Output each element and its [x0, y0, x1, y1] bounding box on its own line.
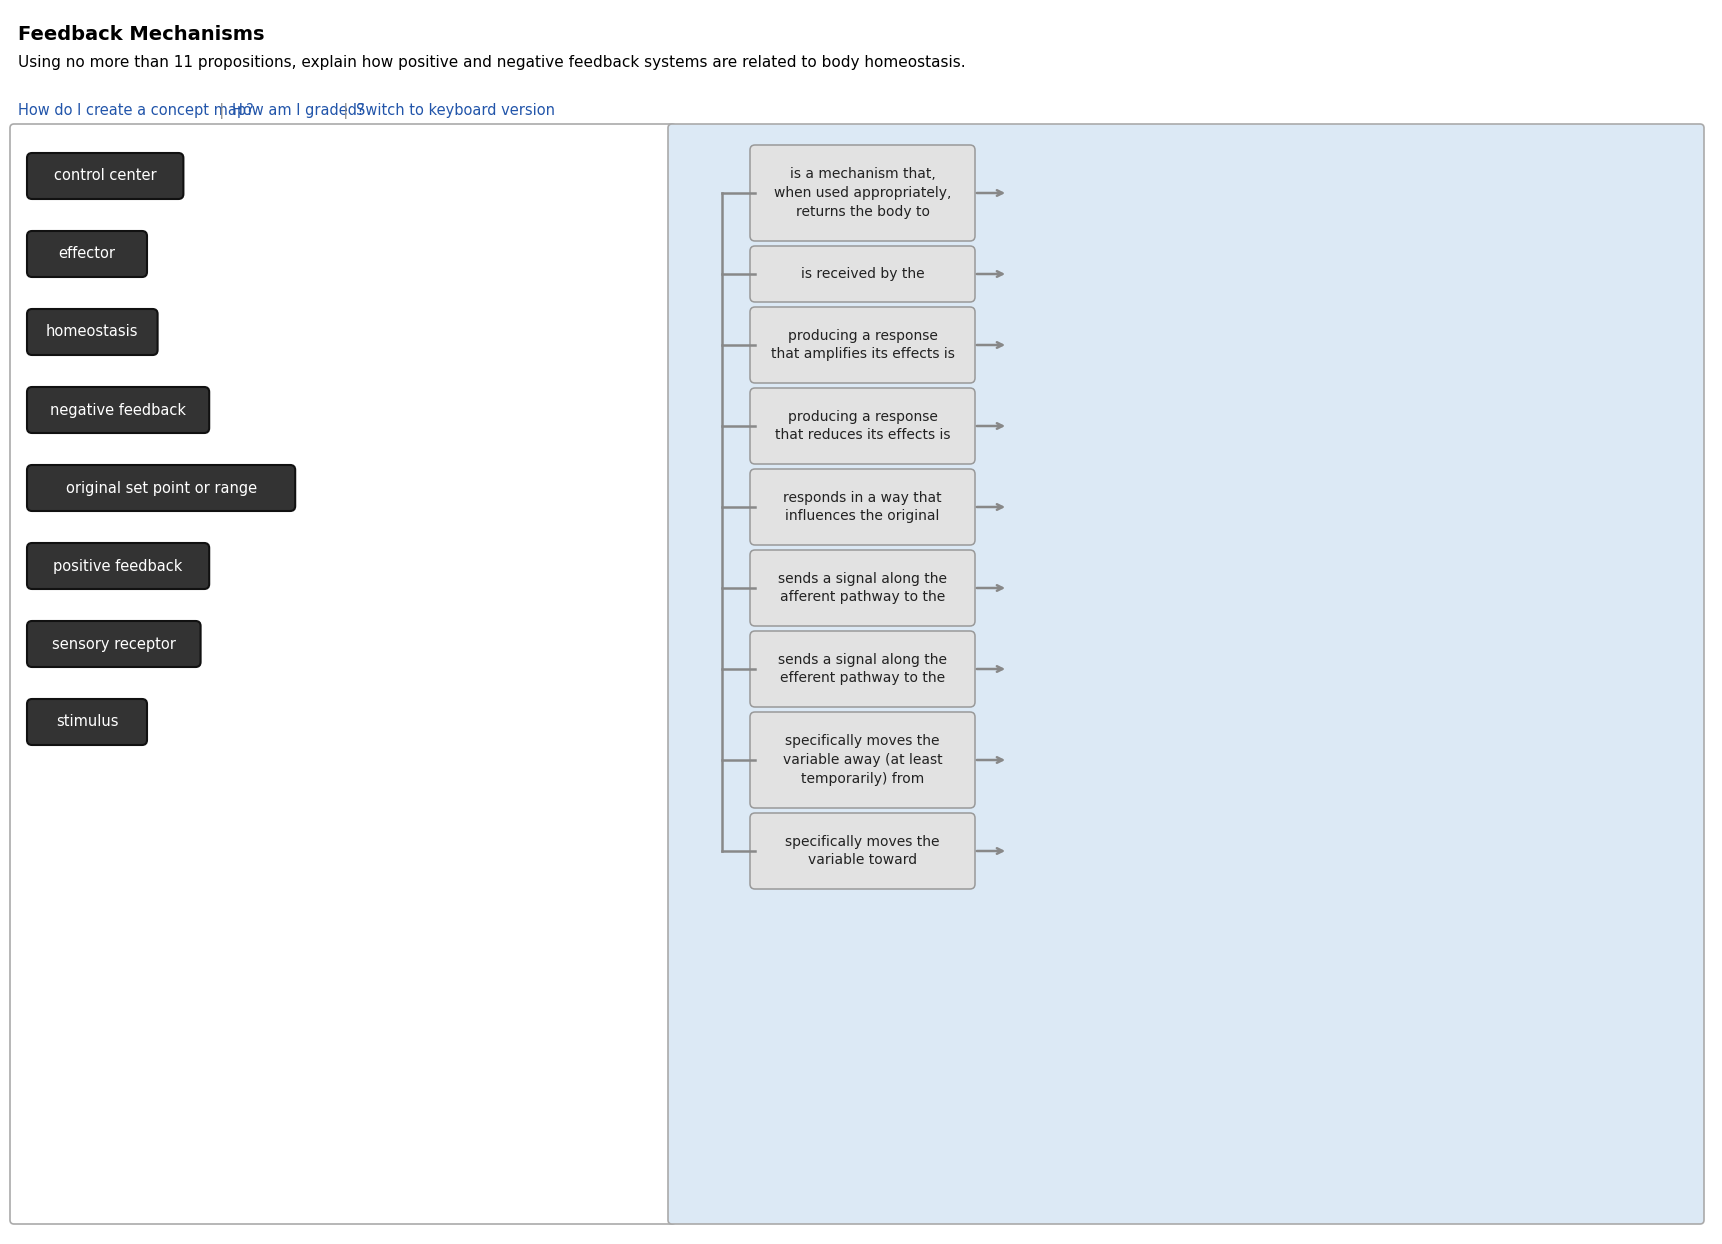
- FancyBboxPatch shape: [28, 542, 208, 588]
- Text: producing a response
that amplifies its effects is: producing a response that amplifies its …: [770, 328, 954, 362]
- Text: positive feedback: positive feedback: [53, 559, 183, 573]
- Text: homeostasis: homeostasis: [46, 325, 138, 340]
- FancyBboxPatch shape: [751, 246, 975, 302]
- Text: is received by the: is received by the: [801, 267, 925, 281]
- FancyBboxPatch shape: [28, 699, 146, 745]
- Text: Using no more than 11 propositions, explain how positive and negative feedback s: Using no more than 11 propositions, expl…: [17, 55, 966, 70]
- FancyBboxPatch shape: [28, 309, 158, 355]
- Text: responds in a way that
influences the original: responds in a way that influences the or…: [784, 490, 942, 524]
- Text: specifically moves the
variable away (at least
temporarily) from: specifically moves the variable away (at…: [784, 734, 942, 786]
- Text: original set point or range: original set point or range: [65, 480, 257, 495]
- FancyBboxPatch shape: [28, 387, 208, 433]
- Text: is a mechanism that,
when used appropriately,
returns the body to: is a mechanism that, when used appropria…: [773, 167, 951, 219]
- FancyBboxPatch shape: [28, 153, 184, 199]
- FancyBboxPatch shape: [751, 146, 975, 241]
- Text: How do I create a concept map?: How do I create a concept map?: [17, 103, 253, 118]
- Text: effector: effector: [59, 246, 115, 261]
- FancyBboxPatch shape: [751, 469, 975, 545]
- FancyBboxPatch shape: [668, 124, 1705, 1224]
- Text: stimulus: stimulus: [55, 714, 119, 729]
- Text: sends a signal along the
efferent pathway to the: sends a signal along the efferent pathwa…: [778, 653, 947, 685]
- Text: Switch to keyboard version: Switch to keyboard version: [356, 103, 556, 118]
- FancyBboxPatch shape: [751, 550, 975, 626]
- FancyBboxPatch shape: [28, 231, 146, 277]
- Text: |: |: [334, 103, 358, 119]
- FancyBboxPatch shape: [751, 631, 975, 707]
- Text: producing a response
that reduces its effects is: producing a response that reduces its ef…: [775, 409, 951, 443]
- Text: specifically moves the
variable toward: specifically moves the variable toward: [785, 835, 940, 867]
- FancyBboxPatch shape: [28, 621, 200, 667]
- FancyBboxPatch shape: [751, 814, 975, 889]
- FancyBboxPatch shape: [28, 465, 294, 511]
- Text: How am I graded?: How am I graded?: [232, 103, 365, 118]
- Text: negative feedback: negative feedback: [50, 403, 186, 418]
- Text: |: |: [210, 103, 234, 119]
- FancyBboxPatch shape: [751, 388, 975, 464]
- FancyBboxPatch shape: [751, 307, 975, 383]
- Text: sends a signal along the
afferent pathway to the: sends a signal along the afferent pathwa…: [778, 571, 947, 605]
- FancyBboxPatch shape: [10, 124, 677, 1224]
- FancyBboxPatch shape: [751, 712, 975, 809]
- Text: Feedback Mechanisms: Feedback Mechanisms: [17, 25, 265, 44]
- Text: sensory receptor: sensory receptor: [52, 637, 176, 652]
- Text: control center: control center: [53, 168, 157, 184]
